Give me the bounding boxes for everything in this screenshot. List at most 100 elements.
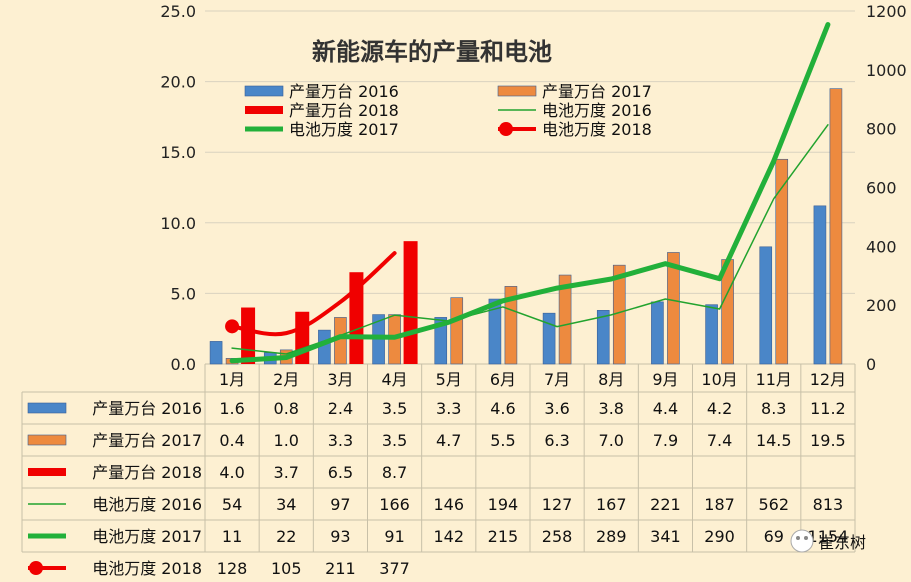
table-cell-value: 377 bbox=[379, 559, 410, 578]
right-axis-tick-label: 600 bbox=[866, 179, 897, 198]
legend-label: 电池万度 2016 bbox=[542, 101, 652, 120]
table-cell-value: 22 bbox=[276, 527, 296, 546]
table-cell-value: 289 bbox=[596, 527, 627, 546]
series-line bbox=[230, 251, 397, 337]
right-axis-tick-label: 400 bbox=[866, 237, 897, 256]
legend-label: 产量万台 2016 bbox=[289, 82, 399, 101]
table-cell-value: 8.7 bbox=[382, 463, 407, 482]
table-cell-value: 258 bbox=[542, 527, 573, 546]
table-cell-value: 194 bbox=[488, 495, 519, 514]
category-labels: 1月 2月 3月 4月 5月 6月 7月 8月 9月 10月 11月 12月 bbox=[219, 370, 846, 389]
table-cell-value: 4.6 bbox=[490, 399, 515, 418]
table-cell-value: 1154 bbox=[808, 527, 849, 546]
right-axis-tick-label: 800 bbox=[866, 120, 897, 139]
table-legend-key bbox=[27, 402, 67, 414]
bar bbox=[667, 252, 680, 365]
table-series-name: 产量万台 2017 bbox=[92, 431, 202, 450]
category-label: 3月 bbox=[327, 370, 353, 389]
bar bbox=[542, 312, 556, 365]
table-cell-value: 11.2 bbox=[810, 399, 846, 418]
bar bbox=[813, 205, 827, 365]
table-cell-value: 167 bbox=[596, 495, 627, 514]
table-cell-value: 14.5 bbox=[756, 431, 792, 450]
watermark: 崔东树 bbox=[790, 529, 866, 553]
bar bbox=[829, 88, 843, 365]
category-label: 10月 bbox=[701, 370, 737, 389]
legend-key bbox=[244, 85, 284, 97]
left-axis-tick-label: 0.0 bbox=[171, 355, 196, 374]
right-axis-tick-label: 1000 bbox=[866, 61, 907, 80]
table-cell-value: 4.2 bbox=[707, 399, 732, 418]
table-cell-value: 215 bbox=[488, 527, 519, 546]
table-cell-value: 97 bbox=[330, 495, 350, 514]
table-cell-value: 813 bbox=[813, 495, 844, 514]
left-axis-tick-labels: 0.0 5.0 10.0 15.0 20.0 25.0 bbox=[160, 2, 196, 374]
table-cell-value: 7.4 bbox=[707, 431, 732, 450]
table-cell-value: 93 bbox=[330, 527, 350, 546]
table-cell-value: 146 bbox=[433, 495, 464, 514]
table-cell-value: 290 bbox=[704, 527, 735, 546]
category-label: 12月 bbox=[810, 370, 846, 389]
table-cell-value: 11 bbox=[222, 527, 242, 546]
left-axis-tick-label: 5.0 bbox=[171, 284, 196, 303]
bar bbox=[209, 341, 223, 365]
bar bbox=[651, 301, 664, 365]
right-axis-tick-label: 1200 bbox=[866, 2, 907, 21]
bar bbox=[504, 286, 518, 365]
table-series-name: 电池万度 2016 bbox=[92, 495, 202, 514]
legend-key-marker bbox=[499, 122, 513, 136]
table-cell-value: 142 bbox=[433, 527, 464, 546]
table-cell-value: 128 bbox=[217, 559, 248, 578]
table-cell-value: 3.8 bbox=[599, 399, 624, 418]
table-cell-value: 0.8 bbox=[274, 399, 299, 418]
wechat-icon-eye-left bbox=[796, 536, 800, 540]
chart-title: 新能源车的产量和电池 bbox=[312, 38, 552, 66]
table-cell-value: 7.9 bbox=[653, 431, 678, 450]
table-cell-value: 211 bbox=[325, 559, 356, 578]
bar bbox=[295, 311, 310, 364]
table-cell-value: 0.4 bbox=[219, 431, 244, 450]
bar bbox=[488, 298, 502, 365]
table-cell-value: 7.0 bbox=[599, 431, 624, 450]
table-cell-value: 3.3 bbox=[328, 431, 353, 450]
wechat-icon bbox=[790, 529, 814, 553]
category-label: 11月 bbox=[756, 370, 792, 389]
table-legend-keys: 产量万台 2016 产量万台 2017 产量万台 2018 电池万度 2016 电池万度… bbox=[27, 399, 202, 578]
table-cell-value: 5.5 bbox=[490, 431, 515, 450]
table-cell-value: 6.5 bbox=[328, 463, 353, 482]
bar bbox=[759, 246, 773, 365]
table-cell-value: 34 bbox=[276, 495, 296, 514]
table-cell-value: 127 bbox=[542, 495, 573, 514]
category-label: 2月 bbox=[273, 370, 299, 389]
right-axis-tick-labels: 0 200 400 600 800 1000 1200 bbox=[866, 2, 907, 374]
data-table-values: 1.6 0.8 2.4 3.5 3.3 4.6 3.6 3.8 4.4 4.2 8.3 11.2 0.4… bbox=[217, 399, 848, 578]
bar bbox=[705, 304, 718, 365]
category-label: 6月 bbox=[490, 370, 516, 389]
table-series-name: 产量万台 2016 bbox=[92, 399, 202, 418]
line-marker bbox=[225, 319, 240, 334]
bar bbox=[241, 307, 256, 364]
right-axis-tick-label: 0 bbox=[866, 355, 876, 374]
left-axis-tick-label: 10.0 bbox=[160, 214, 196, 233]
table-cell-value: 6.3 bbox=[544, 431, 569, 450]
table-cell-value: 19.5 bbox=[810, 431, 846, 450]
table-cell-value: 3.6 bbox=[544, 399, 569, 418]
table-series-name: 电池万度 2017 bbox=[92, 527, 202, 546]
wechat-icon-eye-right bbox=[804, 536, 808, 540]
legend-label: 产量万台 2017 bbox=[542, 82, 652, 101]
table-cell-value: 54 bbox=[222, 495, 242, 514]
bar bbox=[558, 274, 572, 365]
table-legend-key bbox=[28, 468, 66, 476]
legend-label: 电池万度 2017 bbox=[289, 120, 399, 139]
table-cell-value: 1.6 bbox=[219, 399, 244, 418]
category-label: 7月 bbox=[544, 370, 570, 389]
table-legend-key-marker bbox=[29, 561, 43, 575]
watermark-text: 崔东树 bbox=[818, 533, 866, 552]
table-cell-value: 3.7 bbox=[274, 463, 299, 482]
table-series-name: 电池万度 2018 bbox=[92, 559, 202, 578]
line-series-group bbox=[225, 22, 831, 364]
legend-key bbox=[497, 85, 537, 97]
